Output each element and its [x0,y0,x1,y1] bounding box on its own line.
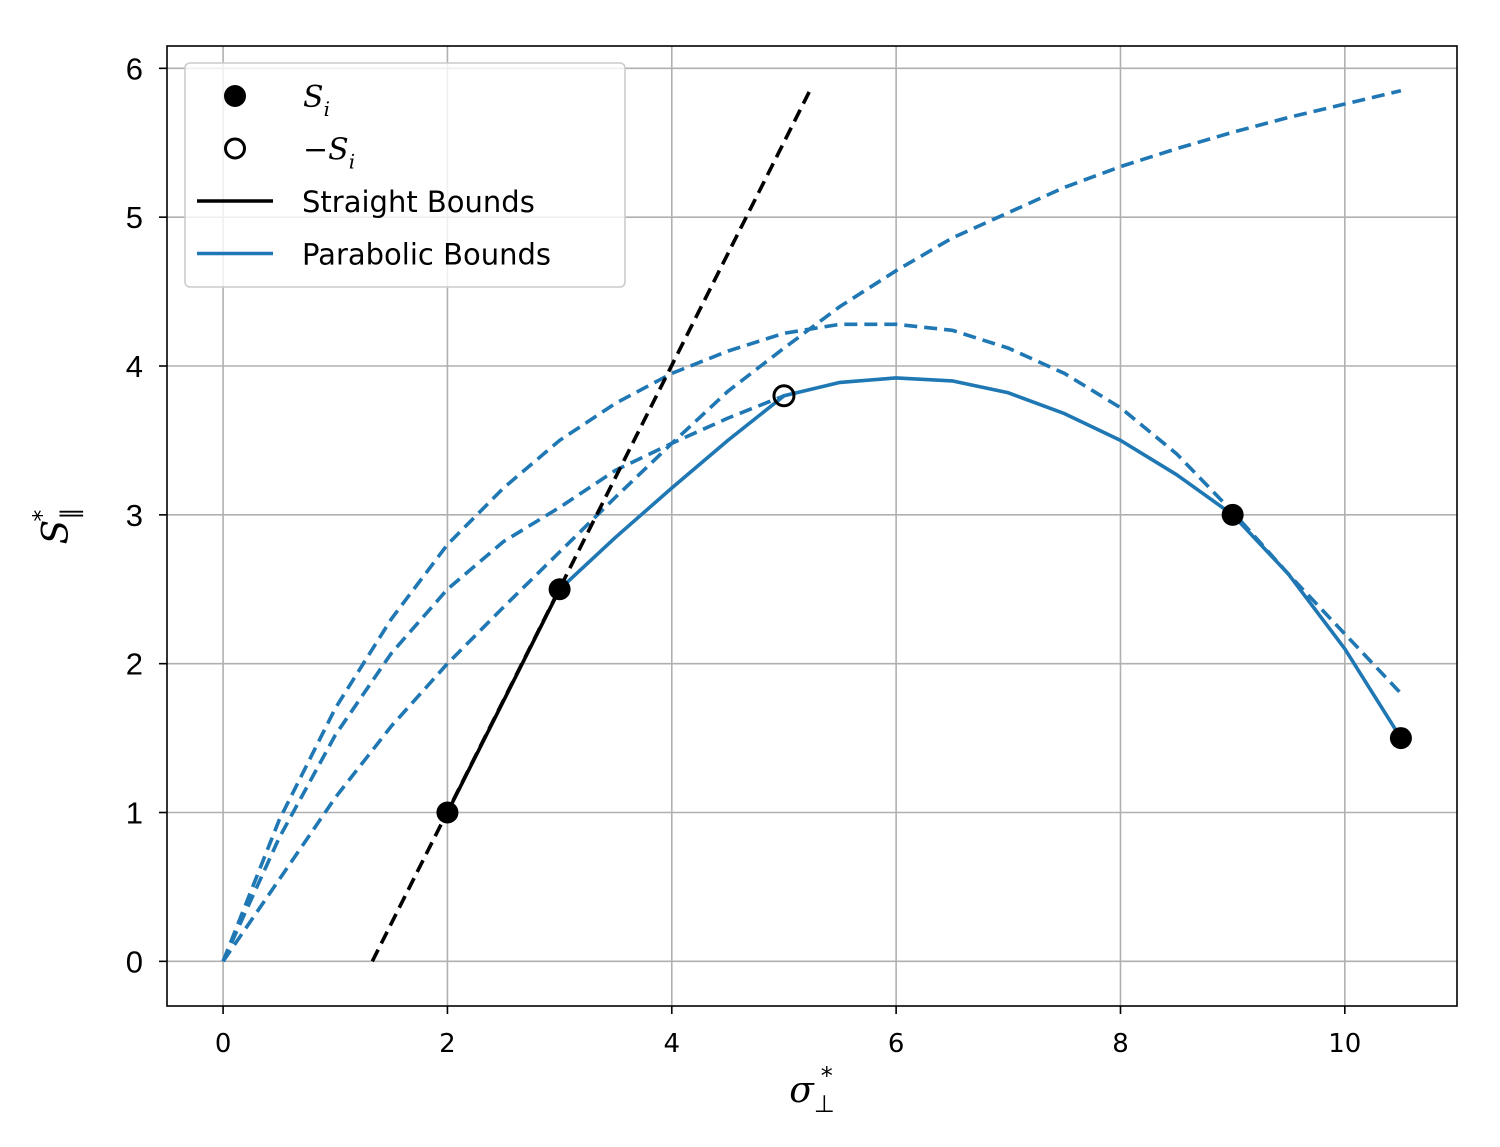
y-tick-label: 4 [126,349,143,384]
x-tick-label: 4 [664,1029,681,1059]
si-point [436,801,459,824]
neg-si-point [772,384,796,408]
legend-label: Parabolic Bounds [302,238,551,272]
parabolic-bound-dashed [221,88,1402,963]
y-tick-label: 6 [126,51,143,86]
legend-label: −Si [303,133,355,174]
legend-label: Straight Bounds [302,185,535,219]
legend-marker-filled [224,85,246,107]
y-tick-label: 2 [126,647,143,682]
legend: Si −Si Straight Bounds Parabolic Bounds [184,62,626,288]
straight-bound-solid [445,588,562,814]
y-axis-label-main: S [36,520,77,545]
ticks: 0 2 4 6 8 10 0 1 2 3 4 5 6 [126,51,1362,1059]
y-tick-label: 1 [126,796,143,831]
y-axis-label-sub: ∥ [56,508,84,520]
parabolic-bound-dashed [221,394,785,963]
si-point [548,578,571,601]
y-axis-label-sup: * [28,510,56,522]
x-tick-label: 0 [215,1029,232,1059]
parabolic-bound-solid [558,376,1403,740]
si-point [1221,503,1244,526]
legend-box [184,62,626,288]
legend-item-neg-si: −Si [224,133,355,174]
legend-marker-open [224,137,246,160]
x-axis-label-sup: * [821,1062,833,1090]
x-tick-label: 8 [1112,1029,1129,1059]
svg-text:S∥*: S∥* [28,508,84,545]
legend-item-si: Si [224,80,330,121]
x-axis-label-sub: ⊥ [814,1090,835,1118]
plot-area [221,88,1412,963]
x-tick-label: 10 [1328,1029,1361,1059]
x-tick-label: 2 [439,1029,456,1059]
legend-item-parabolic: Parabolic Bounds [197,238,551,272]
legend-item-straight: Straight Bounds [197,185,535,219]
axes-frame [166,45,1458,1007]
x-axis-label: σ⊥* [789,1062,834,1118]
x-axis-label-main: σ [789,1070,815,1111]
y-tick-label: 5 [126,200,143,235]
y-tick-label: 0 [126,944,143,979]
y-tick-label: 3 [126,498,143,533]
si-point [1389,727,1412,750]
y-axis-label: S∥* [28,508,84,545]
x-tick-label: 6 [888,1029,905,1059]
legend-label: Si [303,80,330,121]
